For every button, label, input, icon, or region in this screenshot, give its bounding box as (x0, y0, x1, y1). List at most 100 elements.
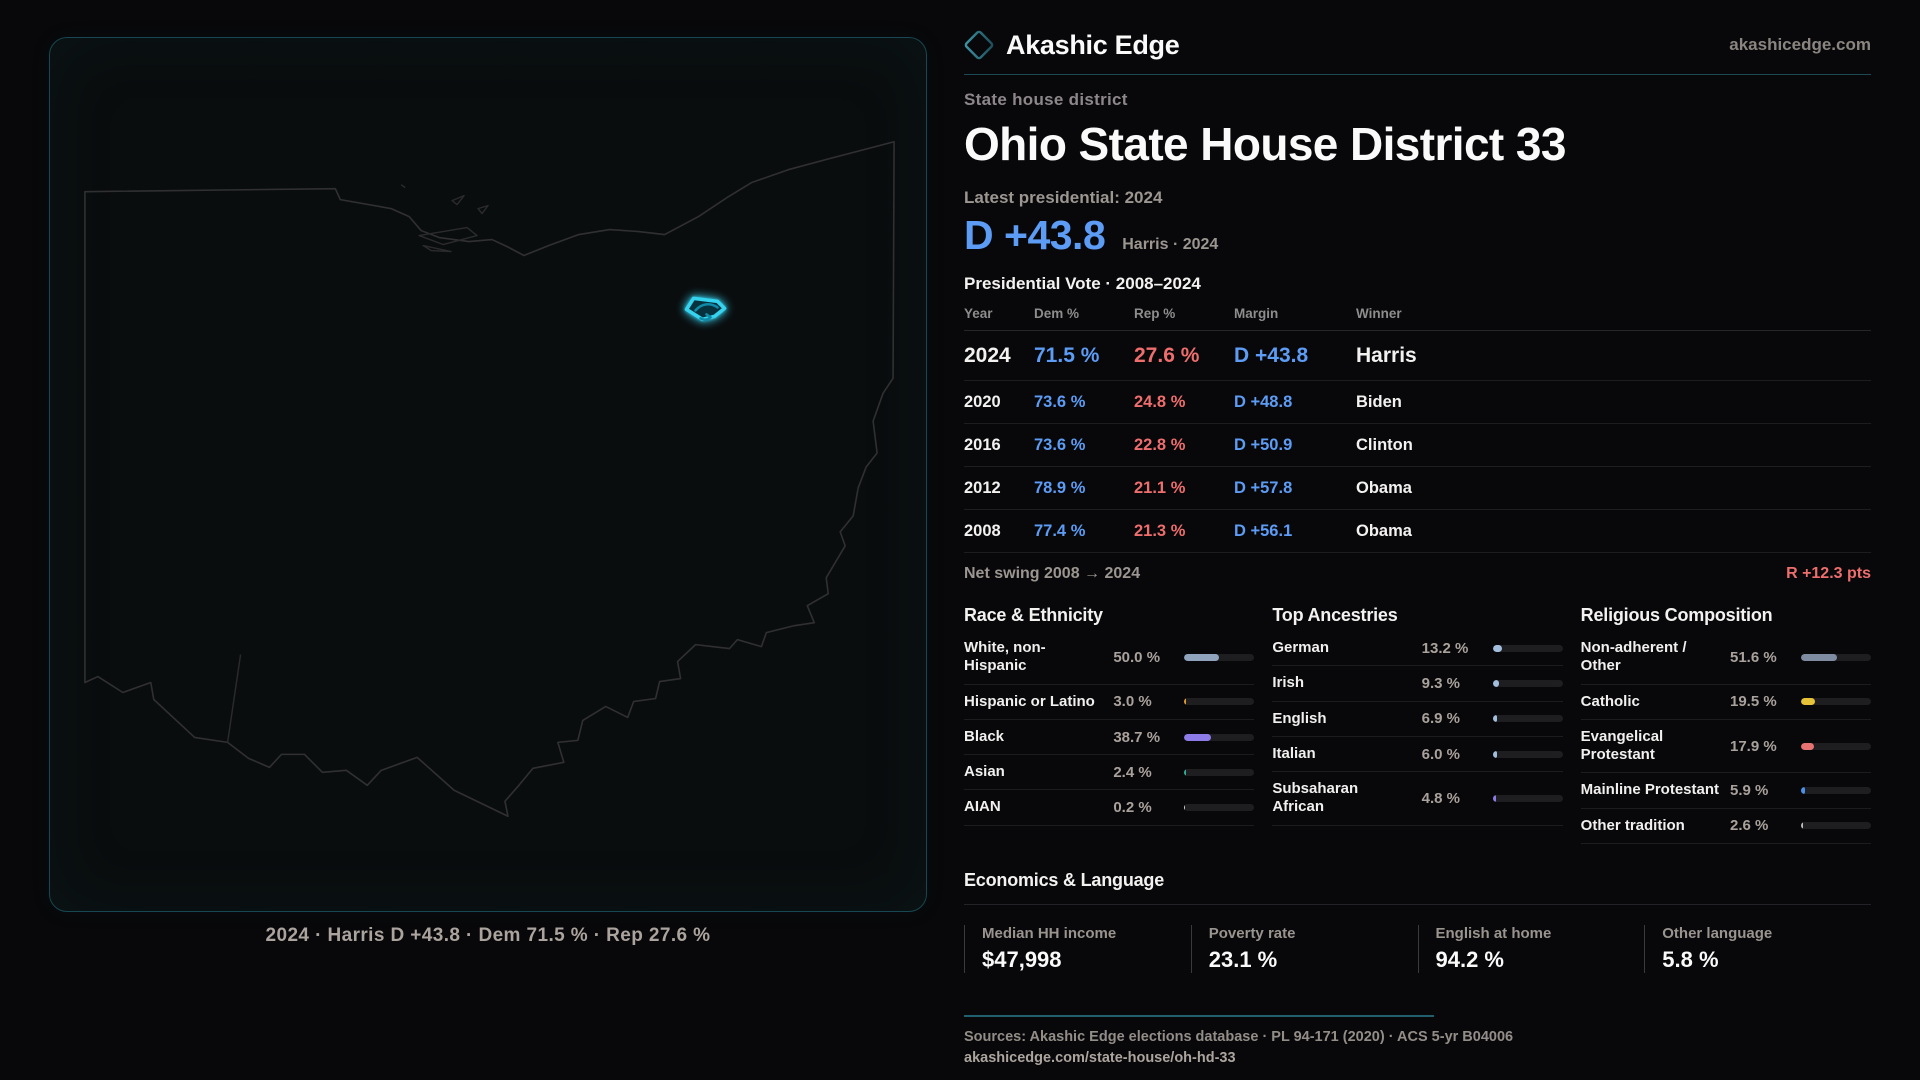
demo-label: Italian (1272, 744, 1316, 762)
vote-cell-margin: D +56.1 (1234, 521, 1293, 540)
vote-cell-margin: D +43.8 (1234, 343, 1309, 367)
district-33-polygon (684, 296, 727, 322)
demo-row: Hispanic or Latino 3.0 % (964, 685, 1255, 720)
vote-cell-rep: 22.8 % (1134, 435, 1186, 454)
vote-cell-rep: 21.1 % (1134, 478, 1186, 497)
demo-bar-fill (1184, 733, 1212, 741)
economics-stat: Median HH income $47,998 (964, 925, 1191, 974)
brand-domain-link[interactable]: akashicedge.com (1729, 35, 1871, 54)
demo-value: 13.2 % (1421, 639, 1469, 657)
vote-cell-dem: 73.6 % (1034, 392, 1086, 411)
vote-column-header: Margin (1234, 306, 1279, 321)
demo-label: White, non-Hispanic (964, 639, 1046, 675)
vote-table-row: 2016 73.6 % 22.8 % D +50.9 Clinton (964, 424, 1871, 467)
demo-value: 3.0 % (1113, 693, 1152, 711)
demo-value: 4.8 % (1421, 789, 1461, 807)
demo-bar-fill (1184, 653, 1220, 661)
economics-stat-label: Poverty rate (1208, 925, 1296, 943)
vote-column-header: Dem % (1034, 306, 1080, 321)
economics-stat-value: 94.2 % (1435, 947, 1505, 973)
vote-cell-winner: Harris (1356, 343, 1417, 367)
district-report-card: Akashic Edge akashicedge.com State house… (964, 28, 1871, 1066)
headline-margin: D +43.8 Harris · 2024 (964, 212, 1871, 259)
vote-cell-year: 2024 (964, 343, 1011, 367)
demo-row: English 6.9 % (1272, 702, 1563, 737)
demo-bar-fill (1492, 715, 1498, 723)
demo-bar-track (1184, 804, 1255, 812)
vote-table-header: Year Dem % Rep % Margin Winner (964, 300, 1871, 331)
district-33-highlight (684, 296, 727, 322)
demo-bar-fill (1801, 822, 1803, 830)
demo-bar-track (1492, 794, 1563, 802)
demo-value: 6.9 % (1421, 710, 1461, 728)
economics-title: Economics & Language (964, 870, 1871, 906)
demo-bar-fill (1184, 768, 1186, 776)
demo-row: Catholic 19.5 % (1580, 685, 1871, 720)
sources-text: Sources: Akashic Edge elections database… (964, 1029, 1514, 1046)
demo-label: Black (964, 727, 1005, 745)
vote-cell-margin: D +50.9 (1234, 435, 1293, 454)
demo-column-title: Race & Ethnicity (964, 605, 1103, 625)
margin-value: D +43.8 (964, 212, 1106, 258)
demo-label: Asian (964, 763, 1005, 781)
demo-value: 19.5 % (1730, 693, 1777, 711)
brand: Akashic Edge (964, 28, 1180, 62)
economics-stat-label: Other language (1662, 925, 1773, 943)
demo-value: 5.9 % (1730, 782, 1769, 800)
permalink-url[interactable]: akashicedge.com/state-house/oh-hd-33 (964, 1050, 1236, 1067)
vote-cell-rep: 24.8 % (1134, 392, 1186, 411)
vote-column-header: Year (964, 306, 993, 321)
demo-label: Evangelical Protestant (1580, 727, 1664, 764)
demo-bar-fill (1492, 794, 1497, 802)
demo-bar-fill (1184, 804, 1186, 812)
economics-stats: Median HH income $47,998 Poverty rate 23.1 … (964, 925, 1871, 974)
demo-bar-track (1492, 750, 1563, 758)
kicker-label: State house district (964, 90, 1128, 109)
presidential-vote-table: Year Dem % Rep % Margin Winner 2024 71.5 % 27.6… (964, 300, 1871, 553)
demo-value: 2.6 % (1730, 817, 1769, 835)
vote-cell-dem: 73.6 % (1034, 435, 1086, 454)
vote-cell-winner: Biden (1356, 392, 1402, 411)
vote-cell-rep: 27.6 % (1134, 343, 1200, 367)
demo-column: Race & Ethnicity White, non-Hispanic 50.0 … (964, 605, 1255, 844)
demo-row: Italian 6.0 % (1272, 737, 1563, 773)
district-33-inner-boundary (694, 302, 719, 322)
vote-table-title: Presidential Vote · 2008–2024 (964, 274, 1201, 293)
vote-cell-margin: D +57.8 (1234, 478, 1293, 497)
demo-label: Other tradition (1580, 816, 1685, 834)
footer: Sources: Akashic Edge elections database… (964, 1015, 1871, 1066)
vote-cell-dem: 77.4 % (1034, 521, 1086, 540)
demo-bar-fill (1801, 787, 1806, 795)
header: Akashic Edge akashicedge.com (964, 28, 1871, 75)
demo-bar-fill (1801, 653, 1838, 661)
demo-bar-fill (1801, 742, 1814, 750)
demo-value: 6.0 % (1421, 745, 1461, 763)
demo-label: Hispanic or Latino (964, 692, 1095, 710)
demo-row: Irish 9.3 % (1272, 666, 1563, 702)
vote-table-row: 2012 78.9 % 21.1 % D +57.8 Obama (964, 467, 1871, 510)
net-swing-row: Net swing 2008 → 2024 R +12.3 pts (964, 565, 1871, 583)
economics-stat-value: 5.8 % (1662, 947, 1719, 973)
demo-bar-track (1801, 822, 1871, 830)
vote-table-row: 2008 77.4 % 21.3 % D +56.1 Obama (964, 510, 1871, 553)
margin-context: Harris · 2024 (1122, 236, 1219, 253)
demo-value: 9.3 % (1421, 674, 1461, 692)
vote-column-header: Winner (1356, 306, 1402, 321)
vote-cell-year: 2008 (964, 521, 1001, 540)
economics-stat: Poverty rate 23.1 % (1190, 925, 1418, 974)
demo-bar-track (1184, 768, 1255, 776)
demo-row: Asian 2.4 % (964, 755, 1255, 791)
demo-label: Catholic (1580, 692, 1640, 710)
demo-bar-track (1801, 787, 1871, 795)
demo-label: German (1272, 639, 1330, 656)
demo-row: Black 38.7 % (964, 720, 1255, 756)
demographics-section: Race & Ethnicity White, non-Hispanic 50.0 … (964, 605, 1871, 845)
economics-stat-label: English at home (1435, 925, 1552, 943)
diamond-logo-icon (964, 30, 994, 60)
demo-row: German 13.2 % (1272, 631, 1563, 667)
demo-row: Mainline Protestant 5.9 % (1580, 773, 1871, 809)
net-swing-value: R +12.3 pts (1786, 565, 1871, 582)
demo-value: 50.0 % (1113, 648, 1161, 666)
demo-row: White, non-Hispanic 50.0 % (964, 631, 1255, 685)
vote-cell-margin: D +48.8 (1234, 392, 1293, 411)
